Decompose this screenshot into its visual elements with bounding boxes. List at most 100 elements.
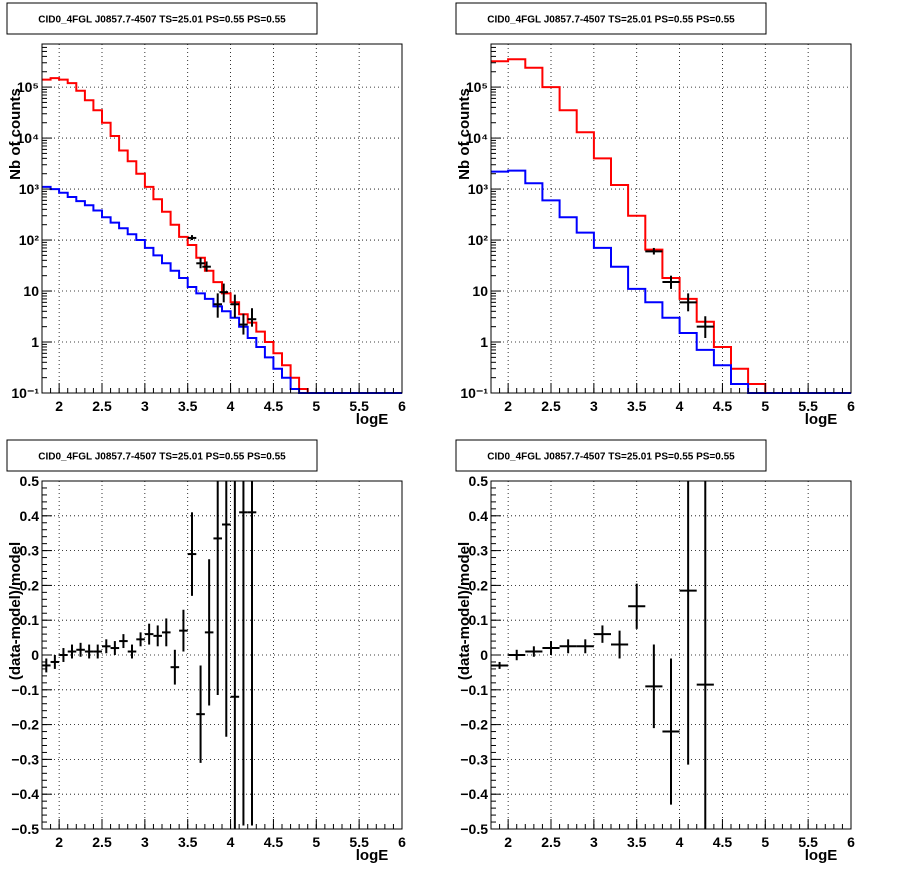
data-point bbox=[204, 559, 214, 706]
title-box bbox=[455, 2, 767, 35]
data-point bbox=[662, 275, 680, 289]
x-tick-label: 3 bbox=[141, 398, 149, 414]
data-point bbox=[162, 618, 171, 647]
data-point bbox=[213, 481, 222, 696]
data-point bbox=[247, 308, 257, 327]
x-tick-label: 4.5 bbox=[264, 398, 284, 414]
data-point bbox=[84, 644, 94, 659]
x-axis-title: logE bbox=[805, 847, 838, 864]
y-tick-label: 10² bbox=[468, 232, 489, 248]
data-point bbox=[42, 658, 51, 673]
x-tick-label: 4.5 bbox=[713, 834, 733, 850]
x-tick-label: 4 bbox=[676, 834, 684, 850]
data-point bbox=[679, 481, 697, 765]
data-point bbox=[230, 294, 240, 318]
data-point bbox=[696, 316, 714, 338]
data-point bbox=[110, 641, 120, 655]
x-tick-label: 5 bbox=[312, 398, 320, 414]
x-axis-title: logE bbox=[805, 411, 838, 428]
y-tick-label: 0.5 bbox=[20, 473, 40, 489]
y-tick-label: 10⁴ bbox=[466, 130, 489, 146]
data-point bbox=[50, 655, 60, 669]
data-point bbox=[239, 313, 248, 335]
data-point bbox=[628, 583, 646, 629]
title-box bbox=[6, 439, 318, 472]
y-tick-label: −0.3 bbox=[460, 751, 488, 767]
chart-panel-4: CID0_4FGL J0857.7-4507 TS=25.01 PS=0.55 … bbox=[455, 439, 855, 864]
chart-title: CID0_4FGL J0857.7-4507 TS=25.01 PS=0.55 … bbox=[487, 452, 735, 463]
plot-frame bbox=[41, 43, 403, 394]
y-tick-label: −0.2 bbox=[11, 717, 39, 733]
y-axis-title: (data-model)/model bbox=[456, 542, 473, 680]
data-point bbox=[611, 630, 629, 659]
data-point bbox=[222, 481, 231, 737]
data-point bbox=[119, 634, 128, 649]
x-tick-label: 5.5 bbox=[349, 834, 369, 850]
x-tick-label: 5.5 bbox=[798, 834, 818, 850]
x-tick-label: 6 bbox=[398, 398, 406, 414]
x-tick-label: 5 bbox=[761, 834, 769, 850]
x-tick-label: 2.5 bbox=[541, 834, 561, 850]
y-tick-label: −0.5 bbox=[460, 821, 488, 837]
histogram-series-red bbox=[42, 77, 402, 394]
x-tick-label: 5 bbox=[761, 398, 769, 414]
x-tick-label: 3.5 bbox=[627, 398, 647, 414]
y-tick-label: −0.1 bbox=[460, 682, 488, 698]
data-point bbox=[187, 235, 197, 241]
data-point bbox=[645, 247, 663, 255]
x-tick-label: 4 bbox=[227, 834, 235, 850]
x-tick-label: 3 bbox=[141, 834, 149, 850]
y-tick-label: 10⁵ bbox=[17, 79, 39, 95]
x-tick-label: 3.5 bbox=[178, 398, 198, 414]
y-tick-label: 10⁵ bbox=[466, 79, 488, 95]
y-tick-label: 0.4 bbox=[469, 508, 489, 524]
x-tick-label: 2.5 bbox=[541, 398, 561, 414]
data-point bbox=[196, 665, 205, 763]
data-point bbox=[187, 512, 197, 596]
x-tick-label: 5 bbox=[312, 834, 320, 850]
data-point bbox=[645, 644, 663, 729]
y-tick-label: −0.5 bbox=[11, 821, 39, 837]
chart-title: CID0_4FGL J0857.7-4507 TS=25.01 PS=0.55 … bbox=[38, 15, 286, 26]
x-tick-label: 4 bbox=[227, 398, 235, 414]
chart-panel-3: CID0_4FGL J0857.7-4507 TS=25.01 PS=0.55 … bbox=[6, 439, 406, 864]
y-tick-label: −0.4 bbox=[11, 786, 39, 802]
data-point bbox=[662, 658, 680, 805]
y-tick-label: 10³ bbox=[19, 181, 40, 197]
y-tick-label: −0.4 bbox=[460, 786, 488, 802]
y-tick-label: 0 bbox=[480, 647, 488, 663]
chart-title: CID0_4FGL J0857.7-4507 TS=25.01 PS=0.55 … bbox=[487, 15, 735, 26]
x-tick-label: 2 bbox=[504, 834, 512, 850]
x-axis-title: logE bbox=[356, 847, 389, 864]
data-point bbox=[59, 648, 68, 662]
y-tick-label: 0.4 bbox=[20, 508, 40, 524]
y-tick-label: 10³ bbox=[468, 181, 489, 197]
data-point bbox=[179, 609, 188, 652]
data-point bbox=[202, 261, 211, 272]
x-tick-label: 6 bbox=[847, 834, 855, 850]
data-point bbox=[67, 644, 77, 659]
data-point bbox=[239, 481, 248, 826]
y-tick-label: 1 bbox=[480, 334, 488, 350]
y-tick-label: 0 bbox=[31, 647, 39, 663]
data-point bbox=[102, 639, 111, 654]
y-tick-label: 10 bbox=[472, 283, 488, 299]
data-point bbox=[593, 625, 611, 643]
x-tick-label: 6 bbox=[398, 834, 406, 850]
y-tick-label: 10 bbox=[23, 283, 39, 299]
x-tick-label: 5.5 bbox=[798, 398, 818, 414]
data-point bbox=[559, 639, 577, 654]
title-box bbox=[455, 439, 767, 472]
data-point bbox=[93, 644, 102, 659]
x-tick-label: 2 bbox=[55, 398, 63, 414]
chart-panel-2: CID0_4FGL J0857.7-4507 TS=25.01 PS=0.55 … bbox=[455, 2, 855, 428]
y-tick-label: −0.3 bbox=[11, 751, 39, 767]
y-tick-label: 10⁴ bbox=[17, 130, 40, 146]
data-point bbox=[491, 661, 509, 669]
x-tick-label: 2 bbox=[55, 834, 63, 850]
y-tick-label: 10⁻¹ bbox=[11, 385, 39, 401]
title-box bbox=[6, 2, 318, 35]
data-point bbox=[144, 623, 154, 645]
x-tick-label: 4 bbox=[676, 398, 684, 414]
data-point bbox=[76, 642, 85, 657]
